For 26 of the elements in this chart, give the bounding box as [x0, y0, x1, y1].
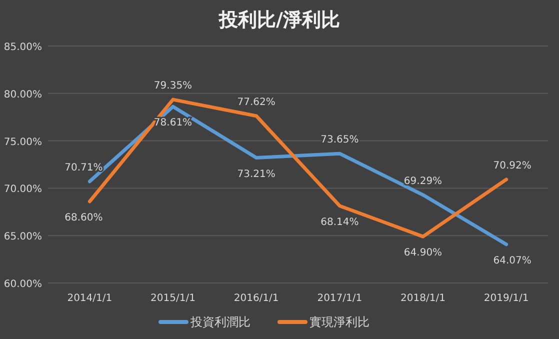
y-tick-label: 85.00%	[4, 42, 42, 53]
y-tick-label: 80.00%	[4, 89, 42, 100]
data-label: 73.21%	[237, 168, 276, 180]
data-label: 70.71%	[64, 162, 103, 174]
data-label: 68.14%	[320, 216, 359, 228]
x-tick-label: 2014/1/1	[67, 293, 112, 304]
y-tick-label: 65.00%	[4, 232, 42, 243]
x-tick-label: 2017/1/1	[317, 293, 362, 304]
data-label: 68.60%	[64, 212, 103, 224]
x-tick-label: 2018/1/1	[400, 293, 446, 304]
data-label: 70.92%	[493, 160, 532, 172]
legend-label: 實現淨利比	[310, 315, 370, 329]
y-tick-label: 70.00%	[4, 184, 42, 196]
x-tick-label: 2015/1/1	[150, 293, 196, 304]
data-label: 64.07%	[493, 255, 532, 266]
data-label: 77.62%	[237, 96, 276, 108]
x-tick-label: 2016/1/1	[234, 293, 279, 304]
y-tick-label: 75.00%	[4, 136, 42, 148]
y-tick-label: 60.00%	[4, 279, 42, 290]
title: 投利比/淨利比	[219, 9, 340, 31]
data-label: 64.90%	[404, 248, 442, 259]
data-label: 79.35%	[154, 80, 192, 92]
legend-label: 投資利潤比	[190, 315, 250, 329]
data-label: 69.29%	[404, 176, 442, 187]
x-tick-label: 2019/1/1	[484, 293, 529, 304]
data-label: 73.65%	[320, 134, 359, 146]
